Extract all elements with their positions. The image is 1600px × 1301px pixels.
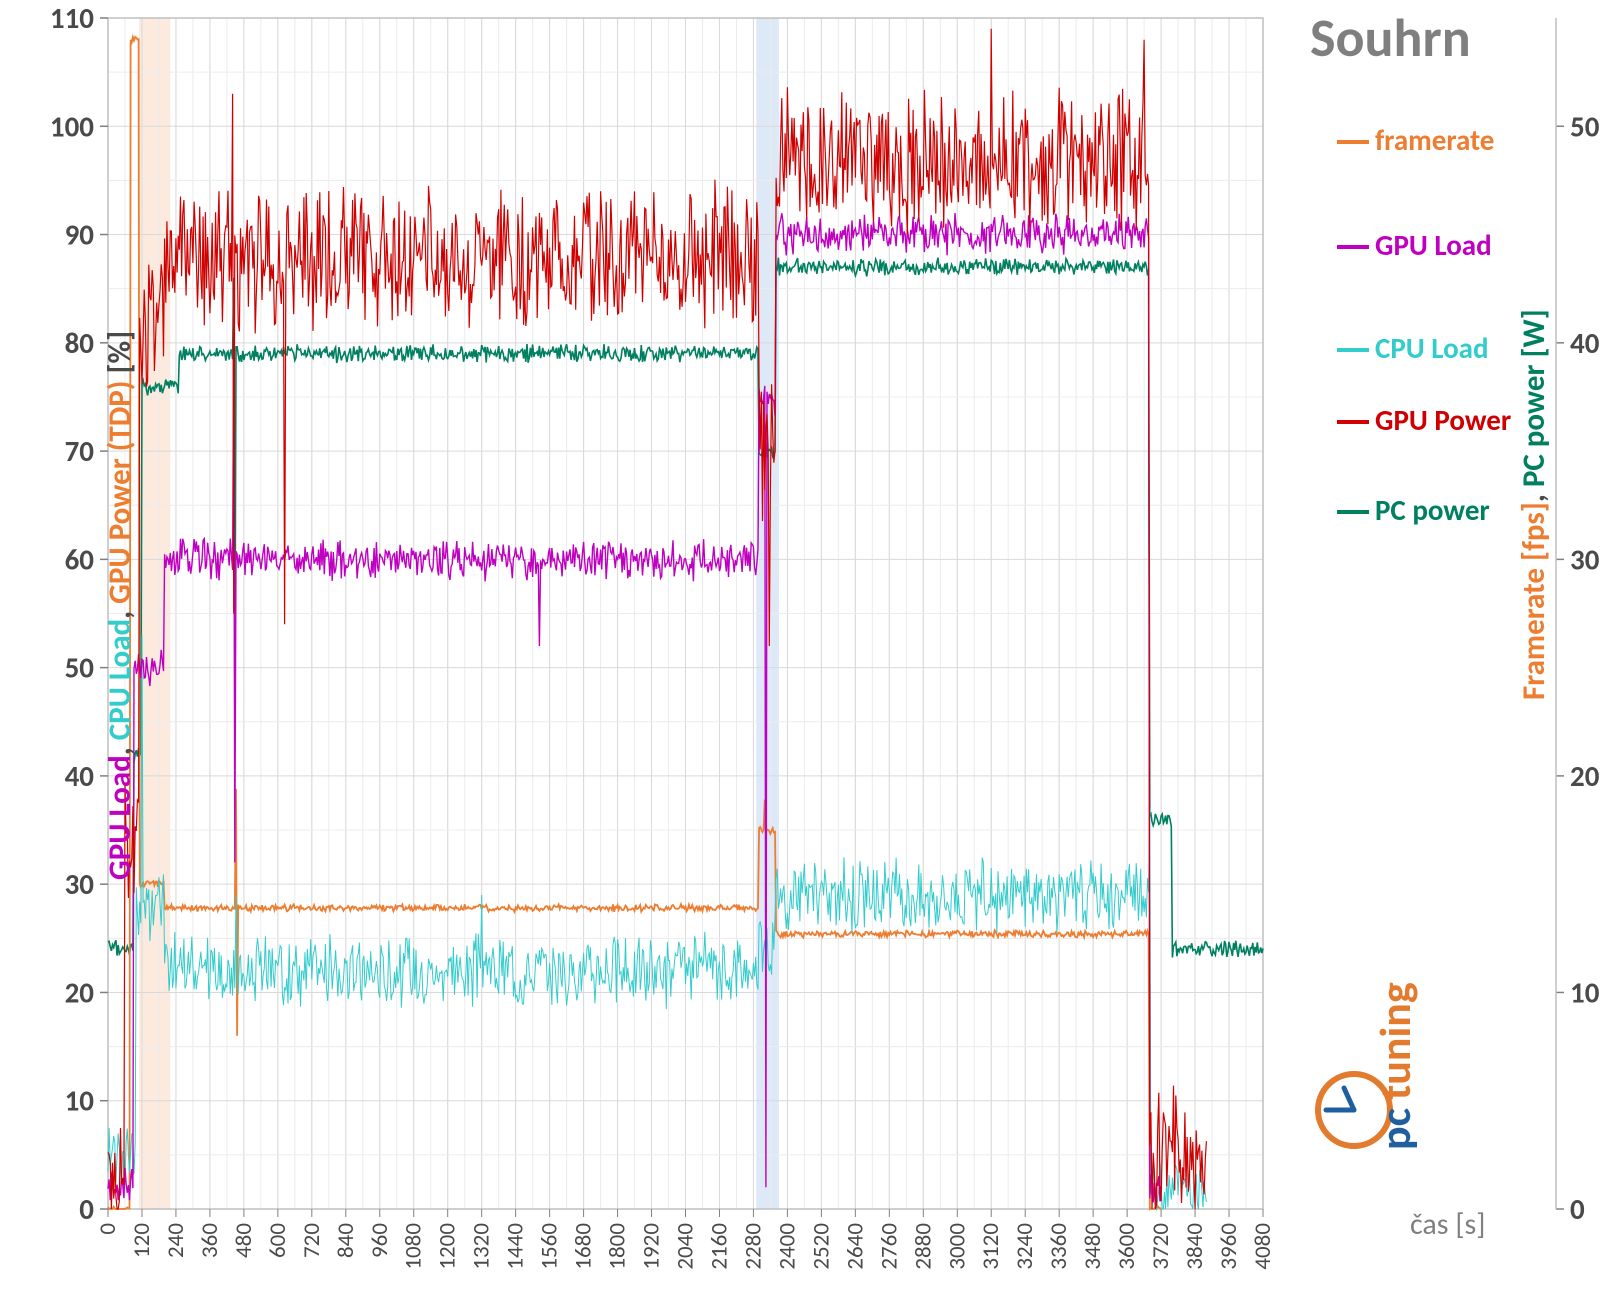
y-right-tick: 300 xyxy=(1570,541,1600,577)
x-tick: 360 xyxy=(196,1223,224,1258)
y-left-tick: 40 xyxy=(65,758,95,794)
x-tick: 2640 xyxy=(841,1223,869,1270)
x-tick: 2160 xyxy=(705,1223,733,1270)
y-left-tick: 50 xyxy=(65,650,95,686)
x-tick: 3120 xyxy=(977,1223,1005,1270)
x-tick: 240 xyxy=(162,1223,190,1258)
x-tick: 3600 xyxy=(1113,1223,1141,1270)
x-tick: 4080 xyxy=(1249,1223,1277,1270)
x-tick: 1440 xyxy=(502,1223,530,1270)
logo-pc-text: pc xyxy=(1368,1108,1422,1150)
x-tick: 1680 xyxy=(570,1223,598,1270)
legend-label-cpu_load: CPU Load xyxy=(1375,330,1489,366)
x-tick: 1920 xyxy=(638,1223,666,1270)
y-left-label: GPU Load, CPU Load, GPU Power (TDP) [%] xyxy=(101,331,139,880)
x-tick: 2040 xyxy=(672,1223,700,1270)
y-right-label: Framerate [fps], PC power [W] xyxy=(1515,309,1553,700)
x-tick: 3000 xyxy=(943,1223,971,1270)
x-tick: 1080 xyxy=(400,1223,428,1270)
x-tick: 2760 xyxy=(875,1223,903,1270)
x-tick: 2280 xyxy=(739,1223,767,1270)
y-right-tick: 400 xyxy=(1570,325,1600,361)
y-left-tick: 10 xyxy=(65,1083,95,1119)
y-left-tick: 60 xyxy=(65,541,95,577)
legend-label-pc_power: PC power xyxy=(1375,492,1490,528)
legend-label-framerate: framerate xyxy=(1375,122,1494,158)
legend-label-gpu_load: GPU Load xyxy=(1375,227,1492,263)
x-tick: 1800 xyxy=(604,1223,632,1270)
y-left-tick: 80 xyxy=(65,325,95,361)
chart-container: 0 10 20 30 40 50 60 70 80 90 100 110 0 100 200 300 400 50… xyxy=(0,0,1600,1301)
y-left-tick: 90 xyxy=(65,217,95,253)
x-tick: 3720 xyxy=(1147,1223,1175,1270)
x-tick: 3960 xyxy=(1215,1223,1243,1270)
y-left-tick: 110 xyxy=(50,0,94,36)
y-left-tick: 0 xyxy=(79,1191,94,1227)
x-tick: 480 xyxy=(230,1223,258,1258)
chart-svg: 0 10 20 30 40 50 60 70 80 90 100 110 0 100 200 300 400 50… xyxy=(0,0,1600,1301)
x-tick: 3840 xyxy=(1181,1223,1209,1270)
x-tick: 960 xyxy=(366,1223,394,1258)
x-tick: 0 xyxy=(94,1223,122,1235)
x-tick: 2520 xyxy=(807,1223,835,1270)
x-tick: 2880 xyxy=(909,1223,937,1270)
y-left-tick: 70 xyxy=(65,433,95,469)
logo-tuning-text: tuning xyxy=(1368,982,1422,1100)
y-right-tick: 500 xyxy=(1570,108,1600,144)
chart-title: Souhrn xyxy=(1310,5,1471,71)
y-left-tick: 100 xyxy=(50,108,94,144)
x-axis-label: čas [s] xyxy=(1410,1206,1485,1243)
y-right-tick: 0 xyxy=(1570,1191,1585,1227)
y-right-tick: 100 xyxy=(1570,974,1600,1010)
y-left-tick: 30 xyxy=(65,866,95,902)
x-tick: 720 xyxy=(298,1223,326,1258)
x-tick: 1200 xyxy=(434,1223,462,1270)
x-tick: 120 xyxy=(128,1223,156,1258)
y-right-tick: 200 xyxy=(1570,758,1600,794)
y-left-tick: 20 xyxy=(65,974,95,1010)
x-tick: 3240 xyxy=(1011,1223,1039,1270)
x-tick: 2400 xyxy=(773,1223,801,1270)
legend-label-gpu_power: GPU Power xyxy=(1375,402,1511,438)
x-tick: 1560 xyxy=(536,1223,564,1270)
x-tick: 3480 xyxy=(1079,1223,1107,1270)
x-tick: 600 xyxy=(264,1223,292,1258)
x-tick: 1320 xyxy=(468,1223,496,1270)
x-tick: 3360 xyxy=(1045,1223,1073,1270)
x-tick: 840 xyxy=(332,1223,360,1258)
